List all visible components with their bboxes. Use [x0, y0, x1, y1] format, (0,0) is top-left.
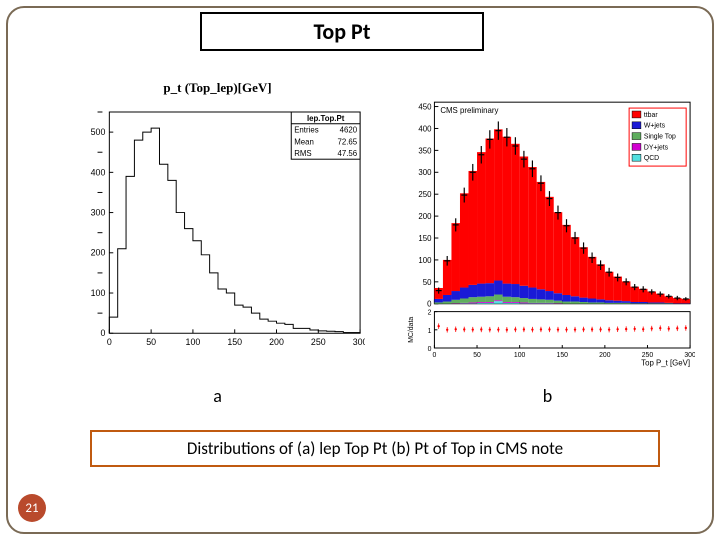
svg-text:Mean: Mean: [294, 137, 314, 146]
sublabel-row: a b: [70, 385, 695, 407]
sublabel-b: b: [400, 385, 695, 407]
svg-text:50: 50: [423, 278, 432, 287]
svg-text:500: 500: [91, 127, 106, 137]
svg-text:150: 150: [418, 234, 432, 243]
svg-text:0: 0: [428, 346, 432, 353]
chart-a-cell: p_t (Top_lep)[GeV] 050100150200250300100…: [70, 90, 365, 370]
charts-row: p_t (Top_lep)[GeV] 050100150200250300100…: [70, 90, 695, 370]
svg-text:200: 200: [269, 337, 284, 347]
svg-text:50: 50: [473, 352, 481, 359]
slide-number: 21: [18, 494, 46, 522]
svg-text:72.65: 72.65: [337, 137, 357, 146]
svg-text:400: 400: [91, 167, 106, 177]
svg-text:47.56: 47.56: [337, 149, 357, 158]
svg-text:DY+jets: DY+jets: [644, 144, 669, 151]
svg-text:250: 250: [418, 190, 432, 199]
svg-text:400: 400: [418, 124, 432, 133]
svg-text:4620: 4620: [340, 126, 358, 135]
chart-b-cell: 050100150200250300350400450CMS prelimina…: [400, 90, 695, 370]
sublabel-a: a: [70, 385, 365, 407]
chart-a-title: p_t (Top_lep)[GeV]: [70, 80, 365, 96]
svg-text:150: 150: [557, 352, 569, 359]
svg-text:0: 0: [433, 352, 437, 359]
svg-text:200: 200: [418, 212, 432, 221]
chart-a-svg: 0 50 100 150 200 250 300 100 200 300 400 500 0 lep.To…: [70, 90, 365, 370]
svg-text:CMS preliminary: CMS preliminary: [440, 106, 498, 115]
svg-text:250: 250: [311, 337, 326, 347]
caption-box: Distributions of (a) lep Top Pt (b) Pt o…: [90, 430, 660, 467]
svg-text:300: 300: [353, 337, 365, 347]
chart-b-svg: 050100150200250300350400450CMS prelimina…: [400, 90, 695, 370]
svg-text:100: 100: [418, 256, 432, 265]
svg-text:Entries: Entries: [294, 126, 319, 135]
svg-text:50: 50: [146, 337, 156, 347]
svg-text:450: 450: [418, 102, 432, 111]
svg-text:ttbar: ttbar: [644, 112, 658, 119]
svg-text:150: 150: [227, 337, 242, 347]
svg-text:QCD: QCD: [644, 155, 659, 162]
slide-title: Top Pt: [200, 12, 484, 51]
svg-text:lep.Top.Pt: lep.Top.Pt: [307, 114, 345, 123]
svg-text:100: 100: [91, 288, 106, 298]
svg-text:0: 0: [107, 337, 112, 347]
svg-text:Single Top: Single Top: [644, 134, 676, 141]
svg-text:0: 0: [427, 300, 432, 309]
svg-text:200: 200: [599, 352, 611, 359]
svg-text:100: 100: [514, 352, 526, 359]
svg-text:W+jets: W+jets: [644, 123, 666, 130]
svg-text:300: 300: [418, 168, 432, 177]
svg-text:350: 350: [418, 146, 432, 155]
svg-text:MC/data: MC/data: [408, 317, 415, 343]
svg-text:300: 300: [91, 208, 106, 218]
svg-text:1: 1: [428, 328, 432, 335]
svg-text:2: 2: [428, 310, 432, 317]
svg-text:Top P_t [GeV]: Top P_t [GeV]: [641, 359, 690, 368]
svg-text:RMS: RMS: [294, 149, 311, 158]
svg-text:200: 200: [91, 248, 106, 258]
svg-text:100: 100: [186, 337, 201, 347]
svg-text:0: 0: [100, 328, 105, 338]
